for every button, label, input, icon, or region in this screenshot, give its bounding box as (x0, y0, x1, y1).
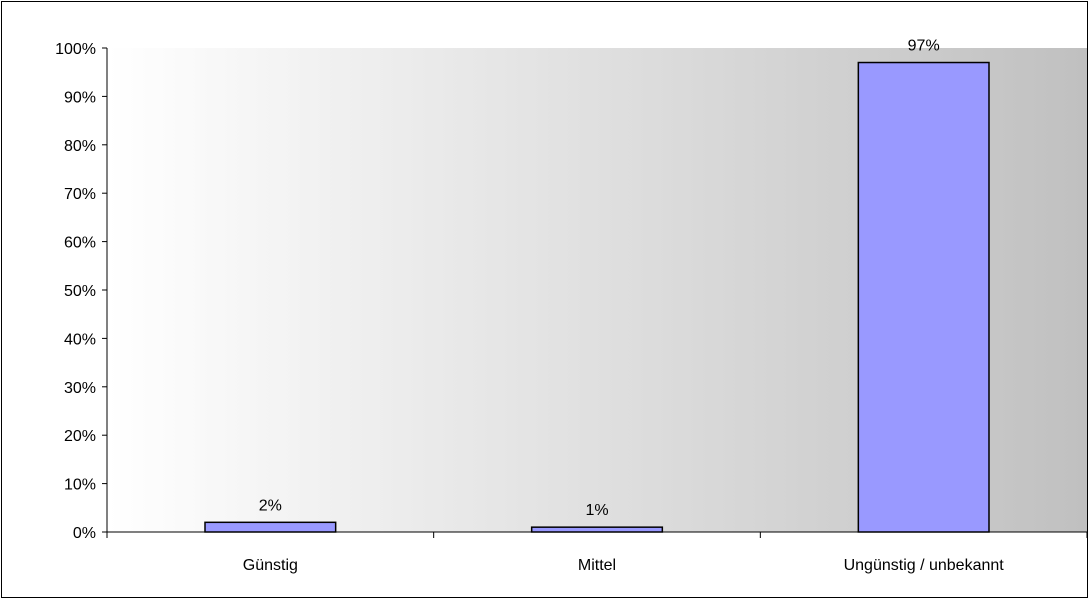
category-label-0: Günstig (243, 557, 298, 574)
labels-layer: 2% Günstig 1% Mittel 97% Ungünstig / unbekann… (55, 38, 1004, 574)
data-label-0: 2% (259, 497, 282, 514)
category-label-1: Mittel (578, 557, 616, 574)
data-label-1: 1% (585, 502, 608, 519)
y-tick-label-3: 30% (64, 380, 96, 397)
category-label-2: Ungünstig / unbekannt (844, 557, 1005, 574)
bars-layer (204, 61, 990, 533)
y-tick-label-9: 90% (64, 89, 96, 106)
data-label-2: 97% (908, 38, 940, 55)
bar-0 (204, 521, 337, 533)
y-tick-label-1: 10% (64, 477, 96, 494)
y-tick-label-7: 70% (64, 186, 96, 203)
bar-2 (857, 61, 990, 533)
bar-1 (530, 526, 664, 533)
axes-layer (102, 47, 1088, 538)
y-tick-label-4: 40% (64, 331, 96, 348)
y-tick-label-5: 50% (64, 283, 96, 300)
y-tick-label-10: 100% (55, 41, 96, 58)
y-tick-label-8: 80% (64, 138, 96, 155)
y-tick-label-0: 0% (73, 525, 96, 542)
y-tick-label-6: 60% (64, 235, 96, 252)
y-tick-label-2: 20% (64, 428, 96, 445)
